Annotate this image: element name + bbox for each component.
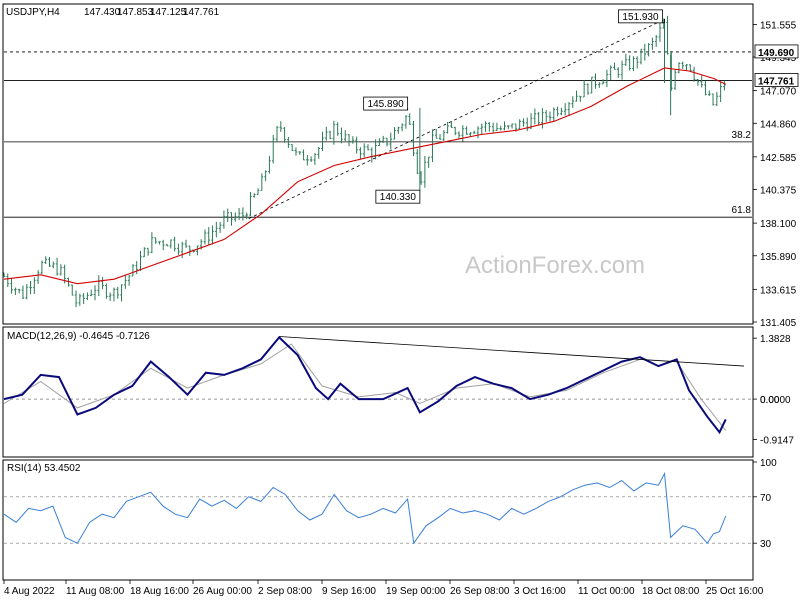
- x-tick-label: 11 Oct 00:00: [578, 586, 635, 597]
- x-tick-label: 26 Aug 00:00: [193, 586, 252, 597]
- macd-zero-label: 0.0000: [760, 395, 791, 406]
- rsi-line: [3, 471, 727, 545]
- trend-line: [248, 18, 665, 220]
- price-y-tick-label: 144.860: [760, 119, 797, 130]
- price-y-tick-label: 140.375: [760, 186, 797, 197]
- price-y-tick-label: 147.070: [760, 87, 797, 98]
- macd-trend-line: [279, 336, 745, 367]
- price-annotation-label: 145.890: [368, 99, 405, 110]
- macd-y-tick-label: 1.3828: [760, 334, 791, 345]
- x-tick-label: 26 Sep 08:00: [450, 586, 510, 597]
- price-y-tick-label: 142.585: [760, 153, 797, 164]
- x-tick-label: 4 Aug 2022: [4, 586, 55, 597]
- macd-layer: [3, 335, 752, 435]
- price-label-box: [754, 44, 799, 59]
- x-tick-label: 11 Aug 08:00: [66, 586, 125, 597]
- rsi-y-tick-label: 100: [760, 458, 777, 469]
- macd-y-tick-label: 0.00: [760, 395, 780, 406]
- price-annotation-label: 151.930: [622, 12, 659, 23]
- price-layer: 38.2 61.8 145.890 140.330 151.930: [2, 9, 752, 308]
- x-tick-label: 18 Aug 16:00: [130, 586, 189, 597]
- x-tick-label: 25 Oct 16:00: [706, 586, 764, 597]
- watermark: ActionForex.com: [465, 252, 645, 279]
- price-y-tick-label: 149.345: [760, 53, 797, 64]
- axes-layer: 151.555 149.345 147.070 144.860 142.585 140.3…: [3, 20, 799, 597]
- rsi-y-tick-label: 70: [760, 493, 772, 504]
- x-tick-label: 19 Sep 00:00: [386, 586, 446, 597]
- fib-label: 38.2: [732, 130, 752, 141]
- ohlc-high: 147.853: [117, 7, 154, 18]
- fib-label: 61.8: [732, 205, 752, 216]
- price-y-tick-label: 133.615: [760, 285, 797, 296]
- symbol-label: USDJPY,H4: [6, 7, 60, 18]
- price-y-tick-label: 131.405: [760, 318, 797, 329]
- rsi-y-tick-label: 30: [760, 539, 772, 550]
- price-annotation-box: [363, 96, 409, 111]
- ema-line: [3, 67, 726, 285]
- price-annotation-label: 140.330: [380, 192, 417, 203]
- macd-panel: [2, 326, 754, 458]
- rsi-layer: [3, 471, 752, 545]
- ohlc-close: 147.761: [183, 7, 220, 18]
- price-label-text: 149.690: [758, 48, 795, 59]
- macd-title: MACD(12,26,9) -0.4645 -0.7126: [7, 331, 150, 342]
- price-annotation-box: [618, 9, 663, 24]
- price-y-tick-label: 138.100: [760, 219, 797, 230]
- x-tick-label: 3 Oct 16:00: [514, 586, 566, 597]
- chart-header: USDJPY,H4 147.430 147.853 147.125 147.76…: [6, 7, 220, 18]
- macd-signal-line: [3, 343, 727, 431]
- macd-y-tick-label: -0.9147: [760, 435, 794, 446]
- rsi-panel: [2, 459, 754, 581]
- price-annotation-box: [375, 189, 421, 204]
- ohlc-low: 147.125: [150, 7, 187, 18]
- price-y-tick-label: 135.890: [760, 252, 797, 263]
- x-tick-label: 2 Sep 08:00: [258, 586, 312, 597]
- x-tick-label: 9 Sep 16:00: [322, 586, 376, 597]
- price-y-tick-label: 151.555: [760, 20, 797, 31]
- price-label-box: [754, 73, 799, 87]
- price-panel: [2, 3, 754, 325]
- ohlc-open: 147.430: [84, 7, 121, 18]
- macd-line: [3, 335, 727, 435]
- rsi-title: RSI(14) 53.4502: [7, 463, 81, 474]
- x-tick-label: 18 Oct 08:00: [642, 586, 700, 597]
- price-label-text: 147.761: [758, 76, 795, 87]
